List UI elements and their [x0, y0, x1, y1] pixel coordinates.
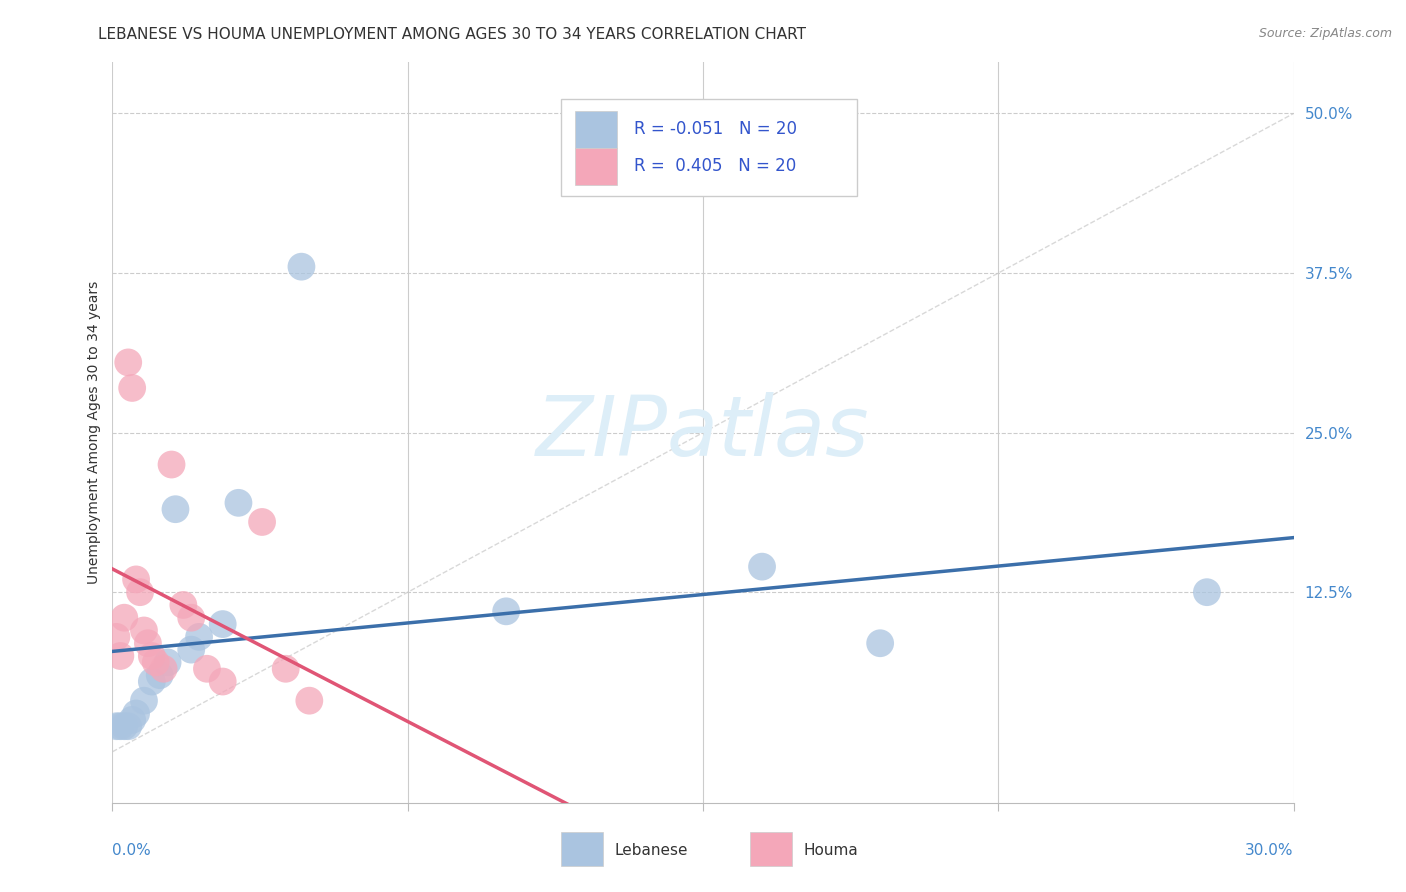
Text: Houma: Houma: [803, 844, 858, 858]
Text: Lebanese: Lebanese: [614, 844, 688, 858]
Point: [195, 662, 218, 676]
FancyBboxPatch shape: [575, 111, 617, 147]
Point: [495, 604, 517, 618]
Text: R =  0.405   N = 20: R = 0.405 N = 20: [634, 157, 797, 175]
Text: ZIPatlas: ZIPatlas: [536, 392, 870, 473]
Point: [125, 706, 148, 721]
Point: [149, 668, 172, 682]
Point: [156, 656, 179, 670]
Point: [211, 617, 233, 632]
Text: LEBANESE VS HOUMA UNEMPLOYMENT AMONG AGES 30 TO 34 YEARS CORRELATION CHART: LEBANESE VS HOUMA UNEMPLOYMENT AMONG AGE…: [98, 27, 807, 42]
Point: [172, 598, 194, 612]
FancyBboxPatch shape: [751, 832, 792, 866]
Y-axis label: Unemployment Among Ages 30 to 34 years: Unemployment Among Ages 30 to 34 years: [87, 281, 101, 584]
FancyBboxPatch shape: [561, 99, 856, 195]
Point: [110, 719, 132, 733]
Point: [188, 630, 211, 644]
Point: [145, 656, 167, 670]
Point: [129, 585, 152, 599]
Point: [117, 355, 139, 369]
Point: [180, 611, 202, 625]
Point: [1195, 585, 1218, 599]
Point: [136, 636, 159, 650]
Point: [152, 662, 174, 676]
Point: [112, 719, 135, 733]
Point: [121, 381, 143, 395]
Point: [121, 713, 143, 727]
Point: [112, 611, 135, 625]
Point: [274, 662, 297, 676]
Point: [298, 694, 321, 708]
FancyBboxPatch shape: [575, 147, 617, 185]
Point: [105, 719, 128, 733]
Text: R = -0.051   N = 20: R = -0.051 N = 20: [634, 120, 797, 138]
Point: [869, 636, 891, 650]
Point: [751, 559, 773, 574]
Text: 0.0%: 0.0%: [112, 844, 152, 858]
Point: [228, 496, 250, 510]
Point: [250, 515, 273, 529]
Point: [180, 642, 202, 657]
Point: [165, 502, 187, 516]
Point: [105, 630, 128, 644]
Point: [160, 458, 183, 472]
Point: [141, 648, 163, 663]
Point: [125, 573, 148, 587]
Text: Source: ZipAtlas.com: Source: ZipAtlas.com: [1258, 27, 1392, 40]
Text: 30.0%: 30.0%: [1246, 844, 1294, 858]
FancyBboxPatch shape: [561, 832, 603, 866]
Point: [117, 719, 139, 733]
Point: [211, 674, 233, 689]
Point: [110, 648, 132, 663]
Point: [132, 624, 155, 638]
Point: [141, 674, 163, 689]
Point: [290, 260, 312, 274]
Point: [132, 694, 155, 708]
